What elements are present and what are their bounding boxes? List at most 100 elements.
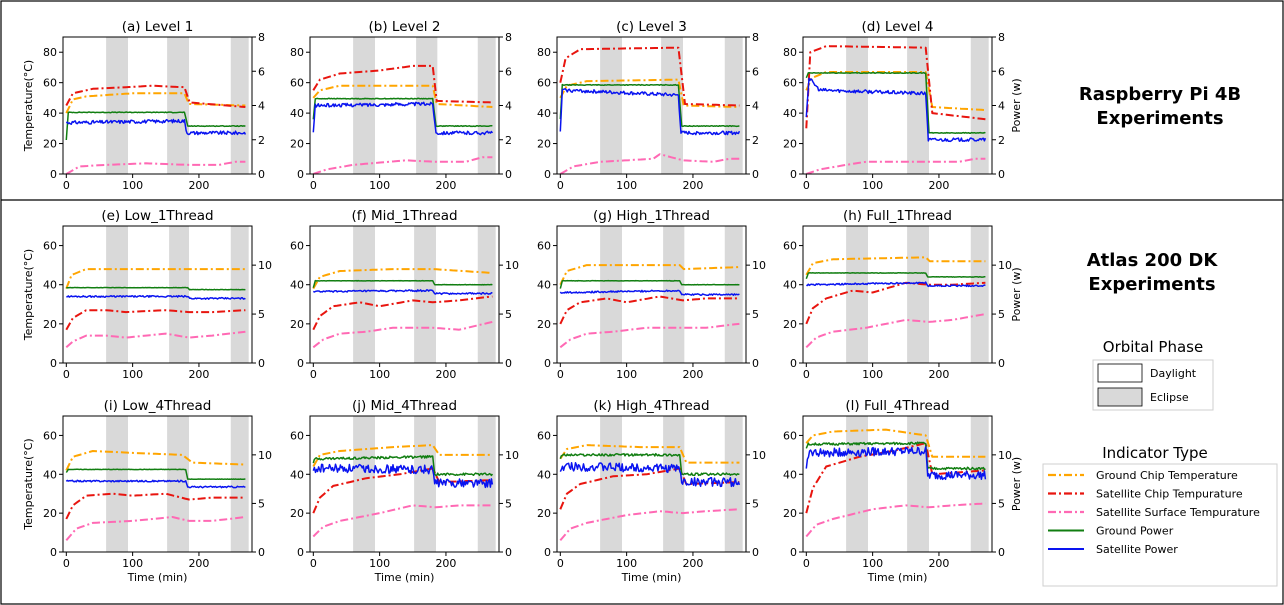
- x-tick-label: 100: [122, 368, 143, 381]
- right-tick-label: 5: [505, 308, 512, 321]
- x-axis-label: Time (min): [374, 571, 435, 584]
- satellite-surface-tempuratureline-line: [312, 156, 493, 174]
- right-tick-label: 0: [505, 357, 512, 370]
- right-tick-label: 5: [998, 308, 1005, 321]
- eclipse-band: [477, 37, 496, 174]
- indicator-legend-box: [1042, 463, 1278, 587]
- eclipse-band: [846, 416, 868, 552]
- right-tick-label: 2: [505, 134, 512, 147]
- right-tick-label: 5: [752, 497, 759, 510]
- satellite-surface-tempuratureline-line: [65, 160, 246, 174]
- right-y-axis-label: Power (w): [1010, 457, 1023, 511]
- right-tick-label: 6: [752, 65, 759, 78]
- eclipse-band: [353, 226, 375, 363]
- x-axis-label: Time (min): [867, 571, 928, 584]
- ground-powerline-line: [559, 452, 740, 477]
- eclipse-band: [167, 416, 189, 552]
- satellite-surface-tempuratureline-line: [559, 322, 740, 349]
- left-tick-label: 20: [537, 138, 551, 151]
- right-tick-label: 5: [258, 497, 265, 510]
- eclipse-band: [106, 416, 128, 552]
- x-tick-label: 0: [63, 179, 70, 192]
- left-tick-label: 40: [537, 279, 551, 292]
- x-tick-label: 100: [122, 557, 143, 570]
- panel-title: (l) Full_4Thread: [845, 398, 949, 414]
- eclipse-band: [600, 416, 622, 552]
- eclipse-band: [970, 226, 989, 363]
- right-tick-label: 6: [998, 65, 1005, 78]
- ground-chip-temperatureline-line: [805, 256, 986, 276]
- satellite-chip-tempuratureline-line: [65, 309, 246, 331]
- satellite-powerline-line: [312, 101, 494, 136]
- left-tick-label: 60: [43, 77, 57, 90]
- panel-title: (e) Low_1Thread: [101, 208, 213, 224]
- eclipse-band: [600, 226, 622, 363]
- ground-chip-temperatureline-line: [805, 71, 986, 112]
- x-axis-label: Time (min): [621, 571, 682, 584]
- right-tick-label: 8: [505, 31, 512, 44]
- right-tick-label: 0: [258, 168, 265, 181]
- left-tick-label: 40: [783, 468, 797, 481]
- x-tick-label: 200: [435, 368, 456, 381]
- satellite-surface-tempuratureline-line: [312, 320, 493, 349]
- series-group: [65, 450, 246, 541]
- eclipse-band: [970, 37, 989, 174]
- left-tick-label: 0: [790, 168, 797, 181]
- rpi-title-line2: Experiments: [1096, 108, 1223, 129]
- eclipse-band: [907, 226, 929, 363]
- satellite-powerline-line: [65, 479, 246, 489]
- satellite-chip-tempuratureline-line: [312, 467, 493, 514]
- series-group: [559, 444, 741, 541]
- satellite-surface-tempuratureline-line: [805, 313, 986, 349]
- left-tick-label: 20: [43, 507, 57, 520]
- eclipse-band: [414, 416, 436, 552]
- series-group: [312, 444, 494, 538]
- orbital-phase-legend-title: Orbital Phase: [1103, 338, 1203, 356]
- left-tick-label: 60: [537, 429, 551, 442]
- left-tick-label: 20: [537, 507, 551, 520]
- x-tick-label: 0: [803, 557, 810, 570]
- series-group: [559, 46, 741, 174]
- satellite-surface-tempuratureline-line: [65, 516, 246, 541]
- x-tick-label: 100: [862, 557, 883, 570]
- left-tick-label: 80: [537, 46, 551, 59]
- left-tick-label: 40: [290, 468, 304, 481]
- orbital-phase-legend: Orbital Phase Daylight Eclipse: [1092, 338, 1214, 411]
- left-tick-label: 0: [297, 168, 304, 181]
- left-tick-label: 60: [43, 240, 57, 253]
- satellite-powerline-line: [805, 77, 987, 143]
- daylight-swatch: [1097, 363, 1143, 383]
- satellite-surface-tempuratureline-line: [559, 508, 740, 541]
- left-tick-label: 0: [50, 546, 57, 559]
- right-tick-label: 0: [505, 546, 512, 559]
- panel-title: (k) High_4Thread: [593, 398, 709, 414]
- left-tick-label: 20: [783, 138, 797, 151]
- x-tick-label: 0: [803, 368, 810, 381]
- rpi-title-line1: Raspberry Pi 4B: [1079, 84, 1241, 105]
- right-tick-label: 10: [258, 259, 272, 272]
- panel-title: (h) Full_1Thread: [843, 208, 952, 224]
- satellite-surface-tempuratureline-line: [559, 153, 740, 174]
- right-tick-label: 0: [752, 168, 759, 181]
- ground-chip-temperatureline-line: [805, 428, 986, 458]
- left-tick-label: 60: [290, 429, 304, 442]
- ground-powerline-line: [805, 71, 986, 134]
- orbital-phase-legend-box: [1092, 359, 1214, 411]
- ground-powerline-line: [805, 441, 986, 471]
- left-tick-label: 20: [783, 318, 797, 331]
- right-tick-label: 0: [505, 168, 512, 181]
- ground-powerline-line: [805, 272, 986, 279]
- x-tick-label: 200: [682, 179, 703, 192]
- right-tick-label: 2: [752, 134, 759, 147]
- eclipse-band: [846, 226, 868, 363]
- eclipse-band: [414, 226, 436, 363]
- panel-title: (g) High_1Thread: [593, 208, 710, 224]
- left-tick-label: 0: [544, 546, 551, 559]
- indicator-type-legend: Indicator Type Ground Chip Temperature Sa…: [1042, 444, 1278, 587]
- right-tick-label: 0: [258, 357, 265, 370]
